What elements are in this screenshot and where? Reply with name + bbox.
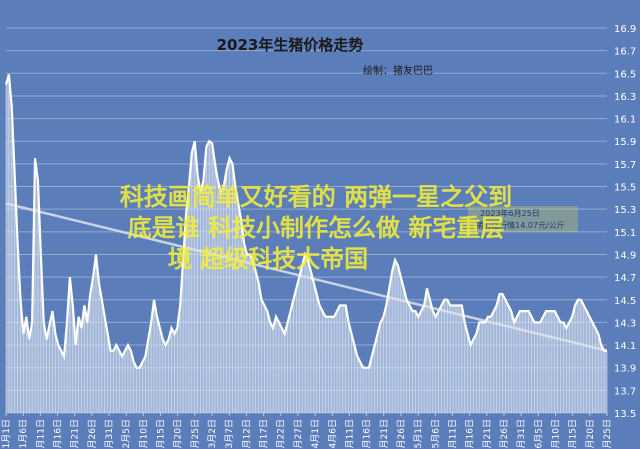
chart-title: 2023年生猪价格走势 <box>217 36 364 54</box>
y-tick-label: 14.1 <box>614 341 636 352</box>
watermark-overlay: 2023年6月25日 猪价格行情14.07元/公斤 科技画简单又好看的 两弹一星… <box>120 183 578 273</box>
x-tick-label: 6月25日 <box>602 419 613 449</box>
x-tick-label: 3月12日 <box>241 419 252 449</box>
y-tick-label: 15.1 <box>614 228 636 239</box>
x-tick-label: 5月21日 <box>482 419 493 449</box>
y-tick-label: 13.7 <box>614 386 636 397</box>
x-tick-label: 3月2日 <box>207 419 218 448</box>
x-tick-label: 1月16日 <box>53 419 64 449</box>
y-tick-label: 16.1 <box>614 115 636 126</box>
watermark-date: 2023年6月25日 <box>480 208 540 218</box>
y-axis: 16.9 16.7 16.5 16.3 16.1 15.9 15.7 15.5 15.3 15.1… <box>614 24 636 420</box>
y-tick-label: 14.3 <box>614 318 636 329</box>
x-tick-label: 2月20日 <box>173 419 184 449</box>
x-tick-label: 4月21日 <box>379 419 390 449</box>
x-axis: 1月1日 1月6日 1月11日 1月16日 1月21日 1月26日 1月31日 2月5日 2月1… <box>1 413 613 449</box>
x-tick-label: 2月15日 <box>156 419 167 449</box>
x-tick-label: 6月20日 <box>585 419 596 449</box>
x-tick-label: 5月6日 <box>430 419 441 448</box>
y-tick-label: 13.5 <box>614 409 636 420</box>
x-tick-label: 3月17日 <box>259 419 270 449</box>
y-tick-label: 14.9 <box>614 250 636 261</box>
trend-line <box>5 202 608 352</box>
x-tick-label: 1月6日 <box>18 419 29 448</box>
watermark-line-2: 底是谁 科技小制作怎么做 新宅重层 <box>128 214 505 242</box>
watermark-price: 猪价格行情14.07元/公斤 <box>475 220 565 230</box>
x-tick-label: 2月5日 <box>121 419 132 448</box>
x-tick-label: 1月26日 <box>87 419 98 449</box>
y-tick-label: 16.5 <box>614 69 636 80</box>
x-tick-label: 4月11日 <box>344 419 355 449</box>
y-tick-label: 15.5 <box>614 183 636 194</box>
x-tick-label: 5月26日 <box>499 419 510 449</box>
x-tick-label: 6月10日 <box>550 419 561 449</box>
x-tick-label: 1月21日 <box>70 419 81 449</box>
y-tick-label: 16.3 <box>614 92 636 103</box>
y-tick-label: 14.7 <box>614 273 636 284</box>
x-tick-label: 5月1日 <box>413 419 424 448</box>
series-line <box>4 74 607 369</box>
x-tick-label: 6月5日 <box>533 419 544 448</box>
y-tick-label: 16.9 <box>614 24 636 35</box>
x-tick-label: 3月27日 <box>293 419 304 449</box>
y-tick-label: 15.3 <box>614 205 636 216</box>
chart-subtitle: 绘制：猪友巴巴 <box>363 64 433 77</box>
data-points <box>4 74 608 413</box>
x-tick-label: 4月16日 <box>362 419 373 449</box>
y-tick-label: 15.7 <box>614 160 636 171</box>
x-tick-label: 4月6日 <box>327 419 338 448</box>
y-tick-label: 14.5 <box>614 296 636 307</box>
price-area <box>6 74 607 414</box>
x-tick-label: 1月1日 <box>1 419 12 448</box>
x-tick-label: 6月15日 <box>568 419 579 449</box>
x-tick-label: 5月31日 <box>516 419 527 449</box>
series-area <box>6 74 607 414</box>
x-tick-label: 2月25日 <box>190 419 201 449</box>
y-tick-label: 15.9 <box>614 137 636 148</box>
watermark-line-1: 科技画简单又好看的 两弹一星之父到 <box>120 183 512 211</box>
x-tick-label: 1月31日 <box>104 419 115 449</box>
x-tick-label: 4月1日 <box>310 419 321 448</box>
y-tick-label: 13.9 <box>614 364 636 375</box>
x-tick-label: 5月11日 <box>447 419 458 449</box>
x-tick-label: 5月16日 <box>465 419 476 449</box>
x-tick-label: 3月22日 <box>276 419 287 449</box>
x-tick-label: 1月11日 <box>35 419 46 449</box>
x-tick-label: 4月26日 <box>396 419 407 449</box>
watermark-line-3: 境 超级科技大帝国 <box>168 245 368 273</box>
x-tick-label: 3月7日 <box>224 419 235 448</box>
y-tick-label: 16.7 <box>614 47 636 58</box>
x-tick-label: 2月10日 <box>138 419 149 449</box>
watermark-badge <box>468 206 578 232</box>
